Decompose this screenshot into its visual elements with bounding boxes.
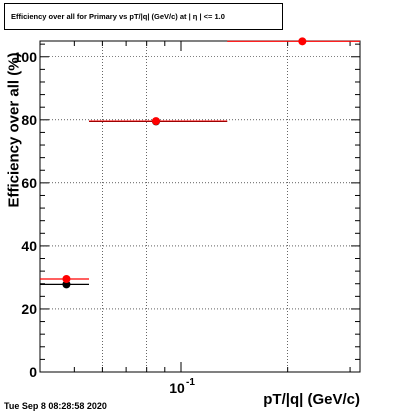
y-tick-label: 20: [21, 301, 37, 317]
x-tick-label-exponent: -1: [186, 377, 195, 388]
x-tick-label: 10: [169, 380, 185, 396]
data-point: [151, 117, 160, 126]
y-tick-label: 100: [14, 49, 38, 65]
y-tick-label: 60: [21, 175, 37, 191]
timestamp: Tue Sep 8 08:28:58 2020: [4, 401, 107, 411]
y-tick-label: 80: [21, 112, 37, 128]
data-point: [298, 37, 307, 46]
plot-frame: [39, 40, 361, 373]
axis-ticks: 0 20 40 60 80 100 10 -1: [14, 41, 360, 396]
grid-lines: [40, 41, 360, 372]
x-axis-label: pT/|q| (GeV/c): [263, 391, 360, 408]
data-series: [40, 37, 360, 289]
y-tick-label: 0: [29, 364, 37, 380]
y-tick-label: 40: [21, 238, 37, 254]
y-axis-label: Efficiency over all (%): [5, 52, 23, 208]
data-point: [62, 275, 71, 284]
chart-title-box: Efficiency over all for Primary vs pT/|q…: [4, 3, 283, 30]
chart-title: Efficiency over all for Primary vs pT/|q…: [11, 12, 225, 21]
